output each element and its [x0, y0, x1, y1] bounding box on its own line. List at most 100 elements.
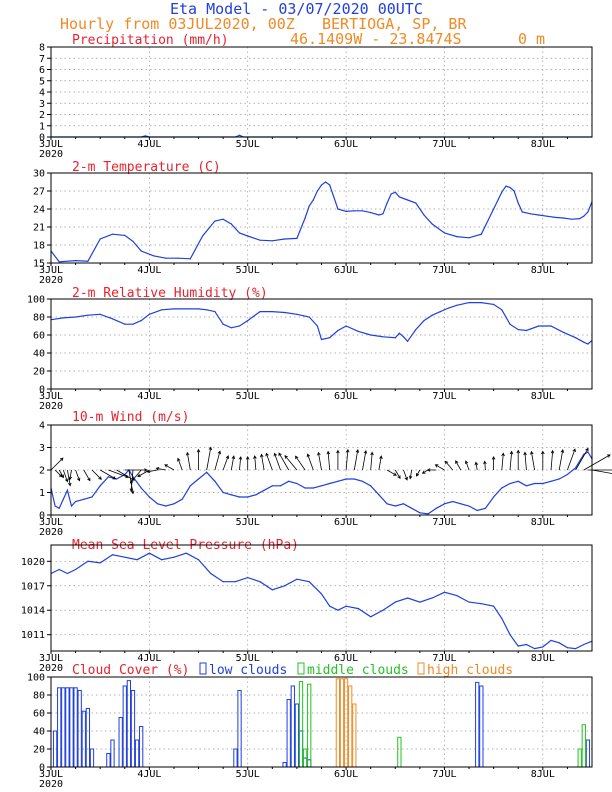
data-point: [87, 314, 89, 316]
cloud-bar: [126, 680, 132, 768]
wind-arrow: [284, 455, 298, 471]
panel-title: 10-m Wind (m/s): [72, 410, 189, 425]
data-point: [509, 186, 511, 188]
data-point: [517, 202, 519, 204]
cloud-bar: [57, 687, 62, 768]
data-point: [419, 601, 421, 603]
legend-swatch: [297, 662, 305, 675]
wind-arrow: [403, 469, 408, 481]
y-tick-label: 60: [33, 331, 45, 342]
data-point: [329, 482, 331, 485]
data-point: [476, 509, 478, 512]
series-line: [50, 181, 593, 263]
data-point: [124, 556, 126, 558]
wind-arrow: [509, 450, 514, 471]
y-tick-label: 40: [33, 727, 45, 738]
x-tick-sublabel: 2020: [39, 527, 63, 538]
data-point: [222, 581, 224, 583]
data-point: [165, 257, 167, 259]
y-tick-label: 3: [39, 443, 45, 454]
wind-arrow: [550, 449, 555, 471]
x-tick-label: 4JUL: [137, 517, 161, 528]
y-tick-label: 100: [27, 295, 45, 306]
data-point: [493, 496, 495, 498]
y-tick-label: 7: [39, 54, 45, 65]
wind-arrow: [317, 451, 322, 471]
wind-arrow: [68, 469, 73, 481]
x-tick-label: 4JUL: [137, 769, 161, 780]
data-point: [554, 216, 556, 218]
cloud-bar: [352, 703, 357, 768]
data-point: [337, 609, 339, 611]
data-point: [406, 340, 409, 342]
data-point: [74, 500, 77, 503]
y-tick-label: 1014: [21, 606, 45, 617]
x-tick-label: 5JUL: [236, 265, 260, 276]
y-tick-label: 2: [39, 110, 45, 121]
data-point: [419, 512, 421, 514]
data-point: [370, 616, 372, 618]
cloud-bar: [106, 753, 111, 768]
data-point: [386, 503, 388, 505]
data-point: [83, 498, 85, 500]
panel-frame: [50, 46, 593, 138]
data-point: [107, 476, 109, 478]
cloud-bar: [52, 730, 58, 768]
data-point: [234, 581, 237, 583]
data-point: [99, 562, 101, 564]
data-point: [238, 325, 241, 327]
wind-arrow: [214, 450, 222, 471]
data-point: [345, 478, 347, 480]
cloud-bar: [73, 687, 78, 768]
data-point: [247, 496, 249, 498]
data-point: [165, 505, 167, 507]
cloud-bar: [139, 726, 144, 768]
data-point: [324, 181, 327, 183]
data-point: [558, 642, 560, 644]
data-point: [394, 601, 396, 603]
y-tick-label: 3: [39, 99, 45, 110]
data-point: [566, 473, 569, 476]
data-point: [58, 507, 60, 509]
wind-arrow: [336, 449, 340, 470]
data-point: [74, 316, 77, 318]
y-tick-label: 0: [39, 133, 45, 144]
data-point: [247, 320, 249, 322]
data-point: [222, 323, 224, 325]
data-point: [468, 601, 470, 603]
data-point: [58, 568, 60, 571]
y-tick-label: 1020: [21, 557, 45, 568]
data-point: [66, 572, 68, 575]
wind-arrow: [362, 449, 368, 471]
wind-arrow: [278, 452, 290, 471]
data-point: [320, 485, 323, 487]
data-point: [480, 603, 482, 605]
data-point: [378, 494, 380, 496]
data-point: [452, 500, 454, 503]
data-point: [493, 605, 495, 607]
wind-arrow: [91, 469, 102, 480]
data-point: [132, 240, 134, 242]
wind-arrow: [50, 457, 64, 471]
data-point: [353, 478, 355, 480]
data-point: [550, 480, 552, 482]
data-point: [271, 589, 273, 591]
wind-arrow: [62, 469, 69, 483]
data-point: [202, 235, 204, 237]
wind-arrow: [265, 452, 273, 471]
wind-arrow: [155, 467, 166, 471]
wind-arrow: [583, 454, 611, 471]
data-point: [521, 211, 523, 213]
y-tick-label: 1011: [21, 630, 45, 641]
wind-arrow: [386, 469, 397, 476]
x-tick-label: 4JUL: [137, 391, 161, 402]
data-point: [370, 334, 372, 336]
data-point: [509, 323, 511, 325]
cloud-bar: [298, 681, 304, 768]
data-point: [558, 478, 560, 480]
data-point: [152, 255, 155, 257]
data-point: [111, 318, 114, 320]
wind-arrow: [306, 453, 314, 471]
y-tick-label: 15: [33, 259, 45, 270]
